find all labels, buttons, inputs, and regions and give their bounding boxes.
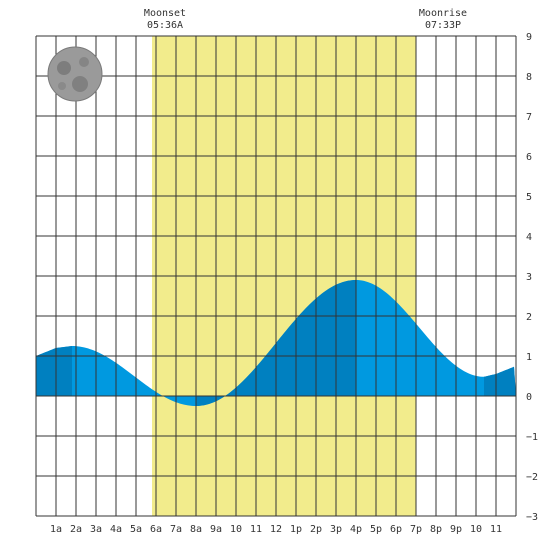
tide-area-rising bbox=[484, 366, 516, 396]
y-tick-label: −1 bbox=[526, 432, 538, 443]
x-tick-label: 11 bbox=[490, 524, 502, 535]
y-tick-label: 3 bbox=[526, 272, 532, 283]
x-tick-label: 4a bbox=[110, 524, 122, 535]
moonrise-label: Moonrise bbox=[419, 8, 467, 19]
x-tick-label: 6a bbox=[150, 524, 162, 535]
y-tick-label: 4 bbox=[526, 232, 532, 243]
x-tick-label: 7p bbox=[410, 524, 422, 535]
moonset-label: Moonset bbox=[144, 8, 186, 19]
x-tick-label: 8a bbox=[190, 524, 202, 535]
x-tick-label: 2a bbox=[70, 524, 82, 535]
y-tick-label: −3 bbox=[526, 512, 538, 523]
y-tick-label: 1 bbox=[526, 352, 532, 363]
moonset-time: 05:36A bbox=[147, 20, 183, 31]
y-tick-label: 0 bbox=[526, 392, 532, 403]
x-tick-label: 7a bbox=[170, 524, 182, 535]
x-tick-label: 10 bbox=[470, 524, 482, 535]
x-tick-label: 4p bbox=[350, 524, 362, 535]
x-tick-label: 12 bbox=[270, 524, 282, 535]
x-tick-label: 9p bbox=[450, 524, 462, 535]
y-tick-label: 9 bbox=[526, 32, 532, 43]
moon-crater bbox=[79, 57, 89, 67]
y-tick-label: 6 bbox=[526, 152, 532, 163]
x-tick-label: 6p bbox=[390, 524, 402, 535]
x-tick-label: 11 bbox=[250, 524, 262, 535]
y-tick-label: 7 bbox=[526, 112, 532, 123]
x-tick-label: 5a bbox=[130, 524, 142, 535]
x-tick-label: 3a bbox=[90, 524, 102, 535]
x-tick-label: 8p bbox=[430, 524, 442, 535]
x-tick-label: 3p bbox=[330, 524, 342, 535]
x-tick-label: 1a bbox=[50, 524, 62, 535]
y-tick-label: 8 bbox=[526, 72, 532, 83]
moonrise-time: 07:33P bbox=[425, 20, 461, 31]
tide-area-rising bbox=[36, 346, 72, 396]
x-tick-label: 9a bbox=[210, 524, 222, 535]
moon-crater bbox=[58, 82, 66, 90]
x-tick-label: 1p bbox=[290, 524, 302, 535]
moon-crater bbox=[72, 76, 88, 92]
y-tick-label: −2 bbox=[526, 472, 538, 483]
moon-crater bbox=[57, 61, 71, 75]
x-tick-label: 2p bbox=[310, 524, 322, 535]
x-tick-label: 10 bbox=[230, 524, 242, 535]
full-moon-icon bbox=[47, 46, 103, 102]
x-tick-label: 5p bbox=[370, 524, 382, 535]
y-tick-label: 5 bbox=[526, 192, 532, 203]
y-tick-label: 2 bbox=[526, 312, 532, 323]
